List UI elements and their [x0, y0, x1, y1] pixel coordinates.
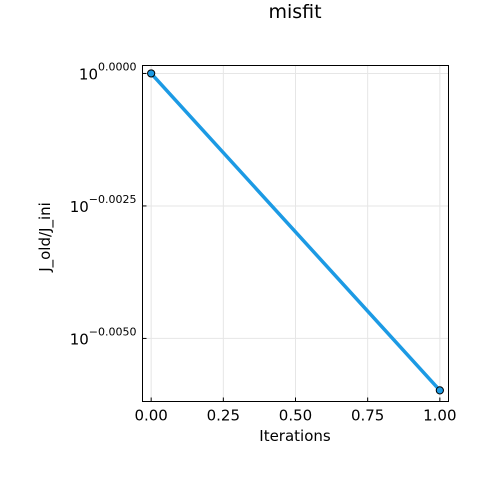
- data-point: [147, 69, 156, 78]
- y-tick-exponent: −0.0025: [89, 193, 137, 206]
- y-tick-exponent: 0.0000: [98, 60, 137, 73]
- ticks: 0.00 0.25 0.50 0.75 1.00100.000010−0.002510−…: [70, 60, 457, 424]
- x-tick-label: 0.00: [134, 407, 167, 425]
- series-line: [149, 71, 442, 393]
- x-tick-label: 0.75: [351, 407, 384, 425]
- y-tick-label: 10−0.0050: [70, 325, 137, 348]
- y-tick-exponent: −0.0050: [89, 325, 137, 338]
- x-tick-label: 0.25: [207, 407, 240, 425]
- x-tick-label: 0.50: [279, 407, 312, 425]
- y-tick-label: 10−0.0025: [70, 193, 137, 216]
- y-tick-base: 10: [79, 65, 98, 83]
- x-axis-label: Iterations: [259, 427, 331, 445]
- series: [147, 69, 444, 395]
- y-tick-base: 10: [70, 330, 89, 348]
- y-axis-label: J_old/J_ini: [36, 202, 55, 273]
- x-tick-label: 1.00: [423, 407, 456, 425]
- data-point: [435, 386, 444, 395]
- chart-title: misfit: [268, 1, 321, 23]
- y-tick-label: 100.0000: [79, 60, 137, 83]
- y-tick-base: 10: [70, 198, 89, 216]
